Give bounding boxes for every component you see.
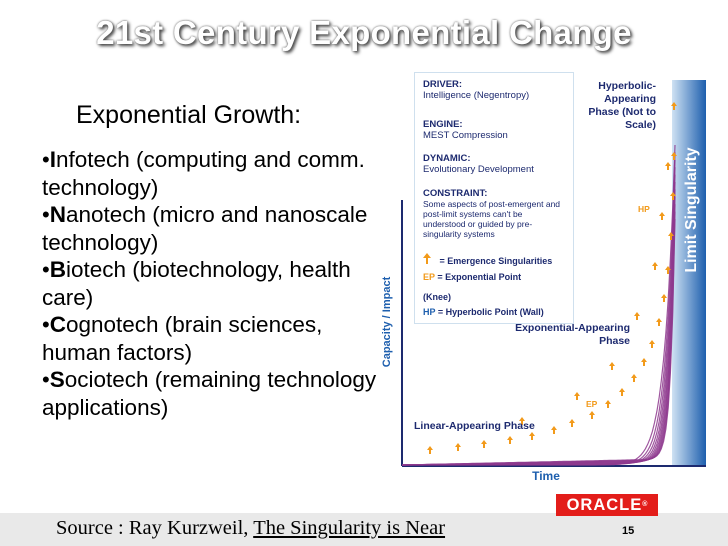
emergence-arrow-icon <box>665 162 671 170</box>
legend-ep: = Exponential Point <box>437 272 522 282</box>
bullet-initial: S <box>49 367 65 392</box>
oracle-logo: ORACLE® <box>556 494 658 516</box>
engine-text: MEST Compression <box>423 130 508 141</box>
constraint-text: Some aspects of post-emergent and post-l… <box>423 199 561 239</box>
bullet-text: ociotech (remaining technology applicati… <box>42 367 377 420</box>
emergence-arrow-icon <box>574 392 580 400</box>
bullet-dot-icon: • <box>42 202 50 227</box>
emergence-arrow-icon <box>481 440 487 448</box>
subhead: Exponential Growth: <box>76 101 302 129</box>
y-axis-label: Capacity / Impact <box>381 276 393 367</box>
emergence-arrows <box>427 102 677 454</box>
bullet-initial: C <box>49 312 66 337</box>
bullet-initial: B <box>49 257 66 282</box>
dynamic-text: Evolutionary Development <box>423 164 534 175</box>
emergence-arrow-icon <box>671 152 677 160</box>
legend-hp-key: HP <box>423 307 436 317</box>
source-citation: Source : Ray Kurzweil, The Singularity i… <box>56 517 446 539</box>
limit-band <box>672 80 706 466</box>
bullet-item: •Nanotech (micro and nanoscale technolog… <box>42 201 382 256</box>
slide-title: 21st Century Exponential Change <box>96 14 632 51</box>
legend-knee: (Knee) <box>423 292 452 302</box>
emergence-arrow-icon <box>455 443 461 451</box>
footer-bar <box>0 513 728 546</box>
ep-point-label: EP <box>586 399 598 409</box>
exponential-phase-label: Exponential-Appearing Phase <box>515 322 630 347</box>
driver-heading: DRIVER: <box>423 79 463 90</box>
source-book-title: The Singularity is Near <box>253 517 446 539</box>
bullet-dot-icon: • <box>42 312 50 337</box>
legend-ep-key: EP <box>423 272 435 282</box>
bullet-item: •Sociotech (remaining technology applica… <box>42 366 382 421</box>
emergence-arrow-icon <box>519 417 525 425</box>
driver-text: Intelligence (Negentropy) <box>423 90 530 101</box>
bullet-item: •Infotech (computing and comm. technolog… <box>42 146 382 201</box>
emergence-arrow-icon <box>609 362 615 370</box>
bullet-text: iotech (biotechnology, health care) <box>42 257 351 310</box>
bullet-dot-icon: • <box>42 367 50 392</box>
emergence-arrow-icon <box>631 374 637 382</box>
page-number: 15 <box>622 525 635 537</box>
constraint-heading: CONSTRAINT: <box>423 188 488 199</box>
emergence-arrow-icon <box>661 294 667 302</box>
growth-curve <box>401 218 676 466</box>
engine-heading: ENGINE: <box>423 119 463 130</box>
bullet-initial: I <box>49 147 56 172</box>
emergence-arrow-icon <box>668 232 674 240</box>
bullet-text: ognotech (brain sciences, human factors) <box>42 312 323 365</box>
x-axis-label: Time <box>532 469 560 483</box>
bullet-text: anotech (micro and nanoscale technology) <box>42 202 368 255</box>
emergence-arrow-icon <box>670 192 676 200</box>
emergence-arrow-icon <box>427 446 433 454</box>
emergence-arrow-icon <box>605 400 611 408</box>
linear-phase-label: Linear-Appearing Phase <box>414 420 535 432</box>
bullet-item: •Cognotech (brain sciences, human factor… <box>42 311 382 366</box>
emergence-arrow-icon <box>665 266 671 274</box>
bullet-item: •Biotech (biotechnology, health care) <box>42 256 382 311</box>
emergence-arrow-icon <box>423 253 431 264</box>
emergence-arrow-icon <box>659 212 665 220</box>
dynamic-heading: DYNAMIC: <box>423 153 471 164</box>
bullet-text: nfotech (computing and comm. technology) <box>42 147 365 200</box>
emergence-arrow-icon <box>589 411 595 419</box>
emergence-arrow-icon <box>569 419 575 427</box>
legend-hp: = Hyperbolic Point (Wall) <box>437 307 544 317</box>
bullet-dot-icon: • <box>42 257 50 282</box>
emergence-arrow-icon <box>656 318 662 326</box>
emergence-arrow-icon <box>634 312 640 320</box>
emergence-arrow-icon <box>619 388 625 396</box>
legend-emergence: = Emergence Singularities <box>439 256 553 266</box>
emergence-arrow-icon <box>649 340 655 348</box>
emergence-arrow-icon <box>551 426 557 434</box>
emergence-arrow-icon <box>507 436 513 444</box>
emergence-arrow-icon <box>652 262 658 270</box>
emergence-arrow-icon <box>529 432 535 440</box>
emergence-arrow-icon <box>641 358 647 366</box>
bullet-initial: N <box>49 202 66 227</box>
info-box: DRIVER: Intelligence (Negentropy) ENGINE:… <box>414 72 574 324</box>
hyperbolic-phase-label: Hyperbolic-Appearing Phase (Not to Scale… <box>588 80 656 131</box>
growth-curves <box>401 144 676 466</box>
emergence-arrow-icon <box>671 102 677 110</box>
bullet-dot-icon: • <box>42 147 50 172</box>
limit-singularity-label: Limit Singularity <box>683 147 700 272</box>
bullet-list: •Infotech (computing and comm. technolog… <box>42 146 382 421</box>
hp-point-label: HP <box>638 204 650 214</box>
singularity-diagram: Capacity / Impact Time Limit Singularity… <box>381 80 706 483</box>
